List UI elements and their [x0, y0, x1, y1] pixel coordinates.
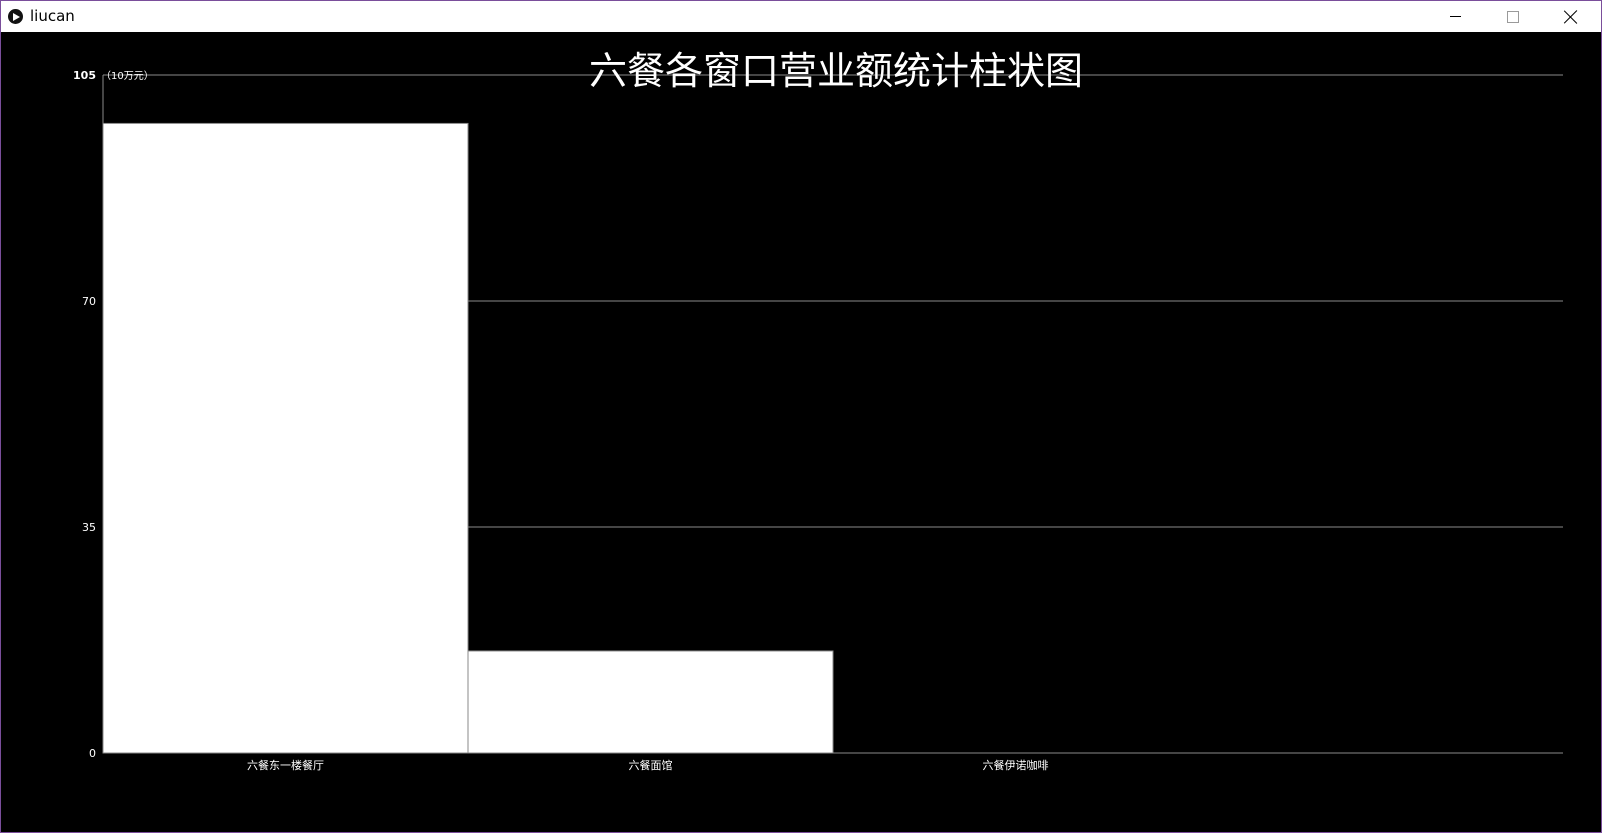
minimize-icon: [1450, 16, 1461, 17]
window-title: liucan: [30, 7, 75, 25]
y-unit-label: （10万元）: [101, 70, 154, 82]
close-icon: [1564, 10, 1578, 24]
bar-1: [468, 651, 833, 753]
chart-title: 六餐各窗口营业额统计柱状图: [589, 49, 1083, 93]
y-tick-label-1: 35: [82, 521, 96, 534]
x-tick-label-2: 六餐伊诺咖啡: [983, 758, 1049, 772]
maximize-icon: [1507, 11, 1519, 23]
close-button[interactable]: [1542, 1, 1600, 32]
x-tick-label-0: 六餐东一楼餐厅: [247, 758, 324, 772]
x-tick-label-1: 六餐面馆: [629, 758, 673, 772]
y-tick-label-0: 0: [89, 747, 96, 760]
maximize-button[interactable]: [1484, 1, 1542, 32]
app-play-icon: [8, 9, 23, 24]
title-bar[interactable]: liucan: [1, 1, 1601, 32]
bar-0: [103, 123, 468, 753]
y-tick-label-2: 70: [82, 295, 96, 308]
minimize-button[interactable]: [1426, 1, 1484, 32]
chart-canvas: 0 35 70 105 （10万元） 六餐东一楼餐厅 六餐面馆 六餐伊诺咖啡 六餐各窗口营业额统…: [1, 32, 1601, 832]
y-tick-label-3: 105: [73, 69, 96, 82]
bar-chart: 0 35 70 105 （10万元） 六餐东一楼餐厅 六餐面馆 六餐伊诺咖啡 六餐各窗口营业额统…: [1, 32, 1601, 832]
